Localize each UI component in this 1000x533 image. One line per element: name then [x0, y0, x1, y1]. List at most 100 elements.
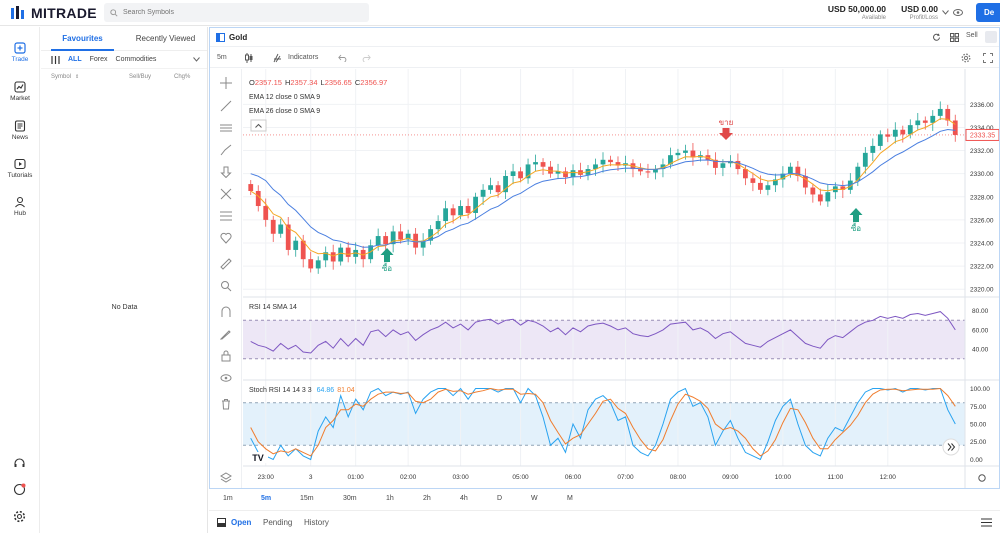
candle-body: [375, 236, 381, 246]
tf-1m[interactable]: 1m: [223, 495, 233, 502]
candles-icon[interactable]: [244, 53, 254, 63]
candle-body: [465, 206, 471, 213]
candle-body: [817, 194, 823, 202]
magnet-icon[interactable]: [220, 306, 232, 318]
eye-icon[interactable]: [220, 372, 232, 384]
tab-open[interactable]: Open: [231, 517, 252, 527]
candle-body: [757, 182, 763, 190]
collapse-legend-button[interactable]: [250, 119, 267, 132]
zoom-icon[interactable]: [220, 280, 232, 292]
filter-all[interactable]: ALL: [68, 56, 82, 63]
legend-ema-12[interactable]: EMA 12 close 0 SMA 9: [249, 94, 320, 101]
candle-body: [825, 192, 831, 202]
panel-toggle-icon[interactable]: [217, 518, 226, 527]
chevron-down-icon[interactable]: [942, 10, 949, 15]
tf-4h[interactable]: 4h: [460, 495, 468, 502]
price-tick-label: 2320.00: [970, 287, 994, 294]
interval-selector[interactable]: 5m: [217, 54, 227, 61]
deposit-button[interactable]: De: [976, 3, 1000, 22]
tab-pending[interactable]: Pending: [263, 517, 293, 527]
candle-body: [293, 240, 299, 250]
candle-body: [450, 208, 456, 216]
search-box[interactable]: [104, 3, 369, 22]
nav-tutorials[interactable]: Tutorials: [0, 158, 40, 179]
rsi-band: [243, 320, 965, 359]
redo-icon[interactable]: [361, 54, 371, 62]
fullscreen-icon[interactable]: [983, 53, 993, 63]
undo-icon[interactable]: [338, 54, 348, 62]
legend-ema-26[interactable]: EMA 26 close 0 SMA 9: [249, 108, 320, 115]
chevron-down-icon[interactable]: [193, 57, 200, 62]
time-tick-label: 23:00: [258, 474, 275, 481]
settings-icon[interactable]: [961, 53, 971, 63]
candle-body: [518, 171, 523, 179]
fib-icon[interactable]: [220, 210, 232, 222]
trash-icon[interactable]: [220, 398, 232, 410]
nav-news[interactable]: News: [0, 120, 40, 141]
tab-recently-viewed[interactable]: Recently Viewed: [135, 34, 196, 43]
col-sellbuy[interactable]: Sell/Buy: [129, 74, 152, 80]
candle-body: [338, 247, 344, 262]
stoch-label[interactable]: Stoch RSI 14 14 3 3 64.86 81.04: [249, 387, 355, 394]
time-tick-label: 05:00: [512, 474, 529, 481]
eye-icon[interactable]: [953, 9, 963, 16]
chart-settings-icon[interactable]: [978, 474, 986, 482]
tab-favourites[interactable]: Favourites: [41, 27, 124, 51]
headset-icon[interactable]: [13, 457, 26, 470]
candle-body: [315, 260, 321, 269]
order-tabs: Open Pending History: [209, 510, 1000, 533]
price-tick-label: 2334.00: [970, 125, 994, 132]
candle-body: [278, 224, 284, 234]
col-chg[interactable]: Chg%: [174, 74, 191, 80]
trend-line-icon[interactable]: [220, 100, 232, 112]
filter-forex[interactable]: Forex: [89, 56, 108, 63]
tf-m[interactable]: M: [567, 495, 573, 502]
nav-trade[interactable]: Trade: [0, 42, 40, 63]
tab-history[interactable]: History: [304, 517, 329, 527]
gear-icon[interactable]: [13, 510, 26, 523]
nav-market[interactable]: Market: [0, 81, 40, 102]
price-chart[interactable]: 2336.00 2334.00 2332.00 2330.00 2328.00 2326.…: [243, 69, 999, 488]
list-view-icon[interactable]: [51, 55, 60, 64]
indicators-button[interactable]: Indicators: [288, 54, 319, 61]
col-symbol[interactable]: Symbol: [51, 74, 72, 80]
brush-icon[interactable]: [220, 144, 232, 156]
heart-icon[interactable]: [220, 232, 232, 244]
search-input[interactable]: [123, 9, 343, 16]
filter-commodities[interactable]: Commodities: [115, 56, 157, 63]
pencil-lock-icon[interactable]: [220, 328, 232, 340]
tradingview-logo[interactable]: [248, 452, 268, 463]
tf-5m[interactable]: 5m: [261, 495, 272, 502]
rsi-line: [250, 311, 956, 354]
ruler-icon[interactable]: [220, 258, 232, 270]
nav-hub[interactable]: Hub: [0, 196, 40, 217]
panel-icon: [216, 32, 225, 42]
rsi-label[interactable]: RSI 14 SMA 14: [249, 304, 297, 311]
crosshair-icon[interactable]: [220, 77, 232, 89]
arrow-icon[interactable]: [220, 166, 232, 178]
grid-layout-icon[interactable]: [950, 33, 959, 42]
tf-w[interactable]: W: [531, 495, 538, 502]
candle-body: [525, 164, 531, 179]
tf-d[interactable]: D: [497, 495, 503, 502]
layers-icon[interactable]: [220, 472, 232, 484]
refresh-icon[interactable]: [932, 33, 941, 42]
menu-icon[interactable]: [981, 518, 992, 527]
pattern-icon[interactable]: [220, 188, 232, 200]
logo[interactable]: MITRADE: [10, 4, 97, 22]
time-tick-label: 06:00: [565, 474, 582, 481]
price-tick-label: 2330.00: [970, 171, 994, 178]
tf-15m[interactable]: 15m: [300, 495, 314, 502]
lock-icon[interactable]: [220, 350, 232, 362]
news-icon: [14, 120, 26, 132]
tf-2h[interactable]: 2h: [423, 495, 431, 502]
tf-30m[interactable]: 30m: [343, 495, 357, 502]
chat-icon[interactable]: [13, 483, 26, 496]
profit-loss[interactable]: USD 0.00 Profit/Loss: [901, 4, 938, 21]
horizontal-lines-icon[interactable]: [220, 122, 232, 134]
buy-button[interactable]: [985, 31, 997, 43]
candle-body: [608, 159, 613, 163]
candle-body: [458, 206, 463, 216]
tf-1h[interactable]: 1h: [386, 495, 394, 502]
candle-body: [593, 164, 598, 170]
